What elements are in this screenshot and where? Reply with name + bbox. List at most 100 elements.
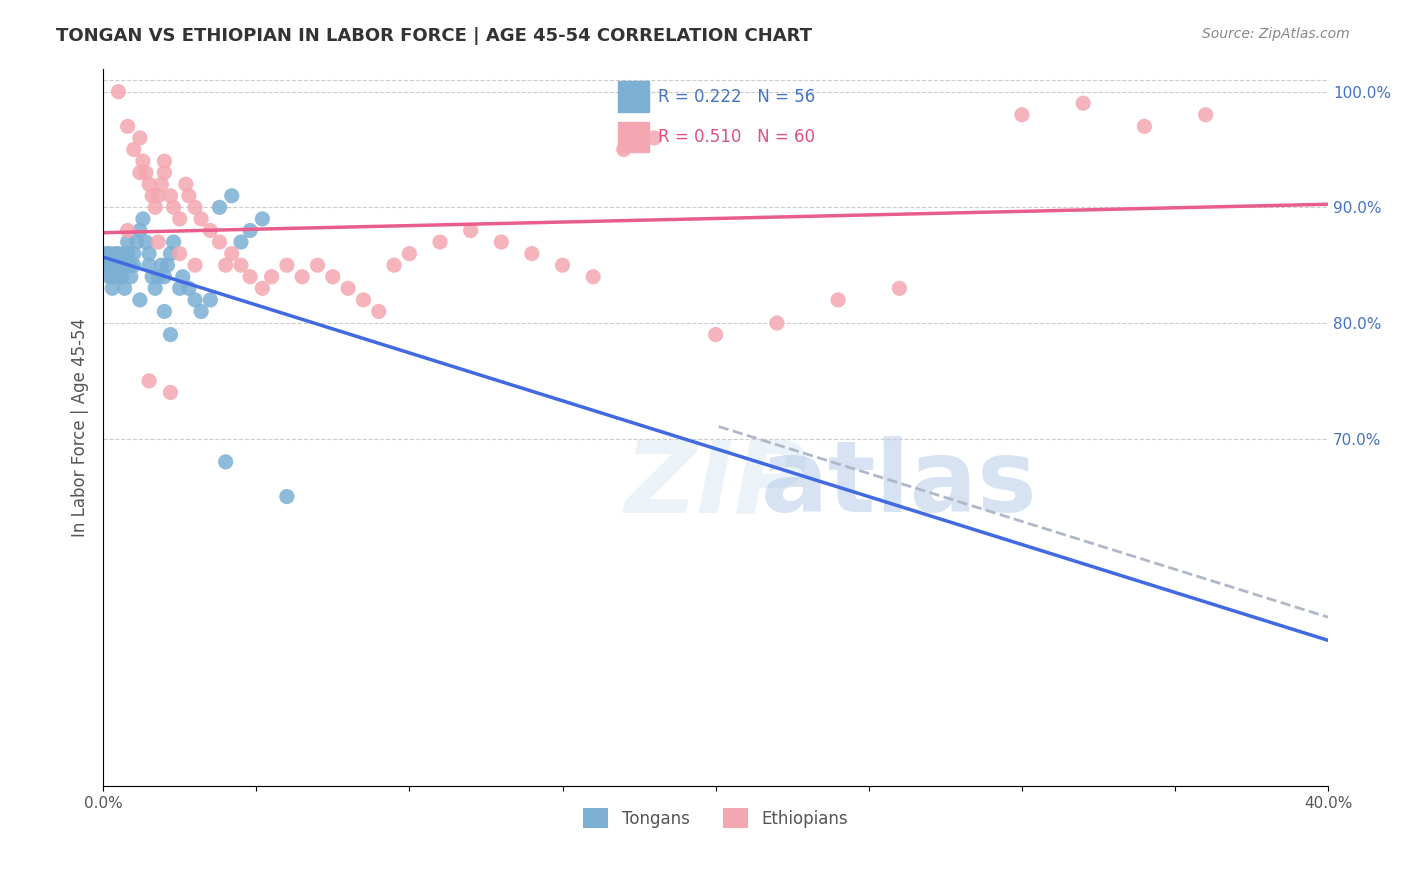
Point xyxy=(104,246,127,260)
Point xyxy=(101,269,124,284)
Bar xyxy=(617,81,648,112)
Text: atlas: atlas xyxy=(761,436,1038,533)
Point xyxy=(239,269,262,284)
Point xyxy=(128,166,150,180)
Point xyxy=(107,246,129,260)
Point xyxy=(252,211,274,226)
Point xyxy=(1011,108,1033,122)
Point xyxy=(520,246,543,260)
Text: R = 0.510   N = 60: R = 0.510 N = 60 xyxy=(658,128,815,145)
Point xyxy=(276,258,298,272)
Point xyxy=(177,188,200,202)
Point xyxy=(229,258,252,272)
Point xyxy=(159,188,181,202)
Point xyxy=(159,246,181,260)
Point xyxy=(120,258,142,272)
Point xyxy=(135,166,157,180)
Point xyxy=(229,235,252,249)
Point xyxy=(138,178,160,192)
Point xyxy=(125,235,148,249)
Point xyxy=(208,200,231,214)
Y-axis label: In Labor Force | Age 45-54: In Labor Force | Age 45-54 xyxy=(72,318,89,537)
Point xyxy=(128,293,150,307)
Point xyxy=(190,211,212,226)
Point xyxy=(174,178,197,192)
Point xyxy=(138,246,160,260)
Point xyxy=(260,269,283,284)
Point xyxy=(117,120,139,134)
Point xyxy=(98,258,121,272)
Point xyxy=(184,293,207,307)
Point xyxy=(221,246,243,260)
Point xyxy=(96,258,118,272)
Point xyxy=(98,269,121,284)
Point xyxy=(98,246,121,260)
Point xyxy=(110,269,132,284)
Point xyxy=(162,235,184,249)
Point xyxy=(148,269,170,284)
Point xyxy=(208,235,231,249)
Point xyxy=(352,293,374,307)
Point xyxy=(398,246,420,260)
Point xyxy=(128,131,150,145)
Point xyxy=(169,211,191,226)
Point xyxy=(135,235,157,249)
Point xyxy=(153,154,176,169)
Point xyxy=(91,258,114,272)
Point xyxy=(276,490,298,504)
Bar xyxy=(617,121,648,152)
Point xyxy=(122,246,145,260)
Point xyxy=(107,85,129,99)
Point xyxy=(148,188,170,202)
Point xyxy=(766,316,789,330)
Point xyxy=(337,281,360,295)
Point xyxy=(138,258,160,272)
Point xyxy=(132,154,155,169)
Point xyxy=(96,246,118,260)
Point xyxy=(184,200,207,214)
Point xyxy=(153,304,176,318)
Point xyxy=(1194,108,1216,122)
Point xyxy=(827,293,849,307)
Point xyxy=(159,327,181,342)
Point xyxy=(150,178,173,192)
Point xyxy=(153,269,176,284)
Point xyxy=(214,258,236,272)
Point xyxy=(101,281,124,295)
Point xyxy=(704,327,727,342)
Point xyxy=(307,258,329,272)
Text: R = 0.222   N = 56: R = 0.222 N = 56 xyxy=(658,87,815,105)
Point xyxy=(190,304,212,318)
Point xyxy=(101,269,124,284)
Point xyxy=(1071,96,1094,111)
Point xyxy=(132,211,155,226)
Text: ZIP: ZIP xyxy=(624,436,807,533)
Point xyxy=(122,143,145,157)
Point xyxy=(114,246,136,260)
Legend: Tongans, Ethiopians: Tongans, Ethiopians xyxy=(576,801,855,835)
Point xyxy=(143,281,166,295)
Point xyxy=(214,455,236,469)
Point xyxy=(128,223,150,237)
Point xyxy=(159,385,181,400)
Point xyxy=(460,223,482,237)
Point xyxy=(148,235,170,249)
Point xyxy=(110,269,132,284)
Point xyxy=(582,269,605,284)
Point xyxy=(141,188,163,202)
Point xyxy=(551,258,574,272)
Point xyxy=(110,258,132,272)
Point xyxy=(177,281,200,295)
Point xyxy=(150,258,173,272)
Point xyxy=(141,269,163,284)
Point xyxy=(382,258,405,272)
Point xyxy=(367,304,389,318)
Point xyxy=(172,269,194,284)
Point xyxy=(143,200,166,214)
Point xyxy=(169,246,191,260)
Point xyxy=(221,188,243,202)
Point xyxy=(114,281,136,295)
Point xyxy=(184,258,207,272)
Point xyxy=(429,235,451,249)
Text: TONGAN VS ETHIOPIAN IN LABOR FORCE | AGE 45-54 CORRELATION CHART: TONGAN VS ETHIOPIAN IN LABOR FORCE | AGE… xyxy=(56,27,813,45)
